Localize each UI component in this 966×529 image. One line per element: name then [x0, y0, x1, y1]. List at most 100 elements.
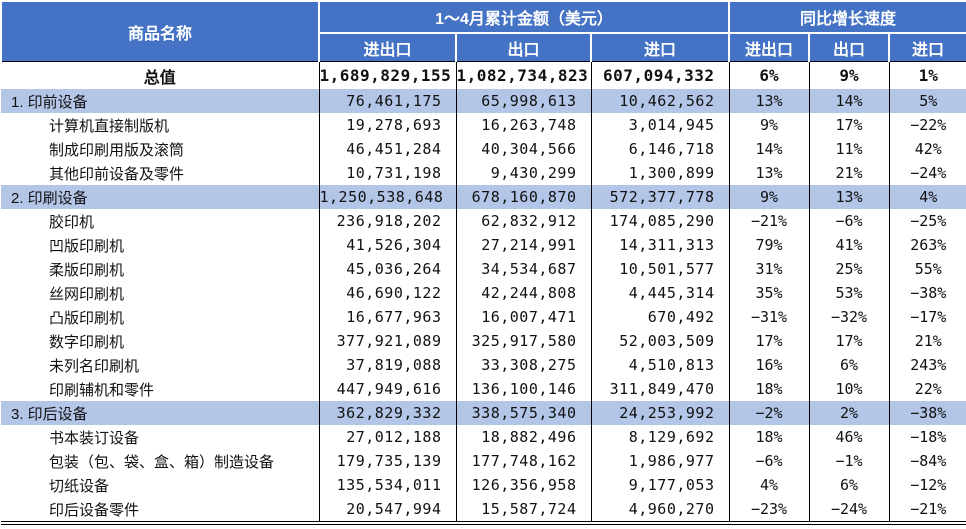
- table-row: 凹版印刷机 41,526,304 27,214,991 14,311,313 79% 41…: [1, 233, 966, 257]
- product-name-cell: 凸版印刷机: [1, 305, 320, 329]
- growth-cell: −21%: [729, 209, 810, 233]
- growth-cell: −38%: [910, 284, 947, 302]
- amount-cell: 236,918,202: [319, 209, 457, 233]
- col-header-amount-total-trade: 进出口: [318, 32, 457, 62]
- growth-cell: −6%: [809, 209, 890, 233]
- product-name-cell: 数字印刷机: [1, 329, 320, 353]
- amount-cell: 8,129,692: [591, 425, 730, 449]
- growth-cell: 5%: [889, 89, 966, 113]
- col-group-cumulative-amount: 1～4月累计金额（美元）: [318, 0, 730, 34]
- growth-cell: 14%: [809, 89, 890, 113]
- growth-cell: 42%: [914, 140, 942, 158]
- amount-cell: 4,960,270: [591, 497, 730, 525]
- col-header-growth-export: 出口: [808, 32, 890, 62]
- growth-cell: −23%: [729, 497, 810, 525]
- table-row: 凸版印刷机 16,677,963 16,007,471 670,492 −31% −32%…: [1, 305, 966, 329]
- product-name-cell: 印刷辅机和零件: [1, 377, 320, 401]
- product-name-cell: 书本装订设备: [1, 425, 320, 449]
- growth-cell: 41%: [809, 233, 890, 257]
- amount-cell: 37,819,088: [319, 353, 457, 377]
- table-row: 数字印刷机 377,921,089 325,917,580 52,003,509 17%…: [1, 329, 966, 353]
- growth-cell: 9%: [729, 185, 810, 209]
- product-name-cell: 总值: [1, 61, 320, 89]
- amount-cell: 135,534,011: [319, 473, 457, 497]
- table-row: 其他印前设备及零件 10,731,198 9,430,299 1,300,899 13%…: [1, 161, 966, 185]
- product-name-cell: 切纸设备: [1, 473, 320, 497]
- table-row: 未列名印刷机 37,819,088 33,308,275 4,510,813 16% 6%…: [1, 353, 966, 377]
- table-row: 丝网印刷机 46,690,122 42,244,808 4,445,314 35% 53%…: [1, 281, 966, 305]
- amount-cell: 10,731,198: [319, 161, 457, 185]
- growth-cell: 79%: [729, 233, 810, 257]
- amount-cell: 174,085,290: [591, 209, 730, 233]
- growth-cell: 21%: [809, 161, 890, 185]
- table-row: 印刷辅机和零件 447,949,616 136,100,146 311,849,470…: [1, 377, 966, 401]
- growth-cell: 2%: [809, 401, 890, 425]
- growth-cell: −18%: [910, 428, 947, 446]
- amount-cell: 1,689,829,155: [319, 61, 457, 89]
- amount-cell: 24,253,992: [591, 401, 730, 425]
- amount-cell: 34,534,687: [456, 257, 592, 281]
- table-row: 制成印刷用版及滚筒 46,451,284 40,304,566 6,146,718 14…: [1, 137, 966, 161]
- amount-cell: 27,214,991: [456, 233, 592, 257]
- amount-cell: 311,849,470: [591, 377, 730, 401]
- product-name-cell: 制成印刷用版及滚筒: [1, 137, 320, 161]
- col-group-yoy-growth: 同比增长速度: [728, 0, 966, 34]
- growth-cell: 18%: [729, 377, 810, 401]
- product-name-cell: 凹版印刷机: [1, 233, 320, 257]
- growth-cell: 14%: [729, 137, 810, 161]
- amount-cell: 16,677,963: [319, 305, 457, 329]
- amount-cell: 62,832,912: [456, 209, 592, 233]
- header-sub-row: 进出口 出口 进口 进出口 出口 进口: [1, 32, 966, 62]
- growth-cell: 6%: [809, 353, 890, 377]
- amount-cell: 177,748,162: [456, 449, 592, 473]
- amount-cell: 1,300,899: [591, 161, 730, 185]
- amount-cell: 179,735,139: [319, 449, 457, 473]
- growth-cell: 17%: [729, 329, 810, 353]
- amount-cell: 10,501,577: [591, 257, 730, 281]
- growth-cell: −84%: [910, 452, 947, 470]
- growth-cell: 25%: [809, 257, 890, 281]
- amount-cell: 607,094,332: [591, 61, 730, 89]
- growth-cell: −25%: [910, 212, 947, 230]
- col-header-product-name: 商品名称: [0, 0, 320, 62]
- growth-cell: 17%: [809, 113, 890, 137]
- amount-cell: 65,998,613: [456, 89, 592, 113]
- amount-cell: 377,921,089: [319, 329, 457, 353]
- table-row: 书本装订设备 27,012,188 18,882,496 8,129,692 18% 46…: [1, 425, 966, 449]
- growth-cell: −38%: [889, 401, 966, 425]
- growth-cell: 9%: [809, 61, 890, 89]
- amount-cell: 362,829,332: [319, 401, 457, 425]
- growth-cell: −1%: [809, 449, 890, 473]
- amount-cell: 678,160,870: [456, 185, 592, 209]
- growth-cell: 46%: [809, 425, 890, 449]
- growth-cell: 9%: [729, 113, 810, 137]
- amount-cell: 41,526,304: [319, 233, 457, 257]
- table-header: 商品名称 1～4月累计金额（美元） 同比增长速度 进出口 出口 进口 进出口 出…: [0, 0, 966, 62]
- amount-cell: 1,986,977: [591, 449, 730, 473]
- amount-cell: 447,949,616: [319, 377, 457, 401]
- amount-cell: 16,007,471: [456, 305, 592, 329]
- growth-cell: −6%: [729, 449, 810, 473]
- growth-cell: −12%: [910, 476, 947, 494]
- amount-cell: 14,311,313: [591, 233, 730, 257]
- table-row: 3. 印后设备 362,829,332 338,575,340 24,253,992−…: [1, 401, 966, 425]
- table-row: 计算机直接制版机 19,278,693 16,263,748 3,014,945 9% 1…: [1, 113, 966, 137]
- amount-cell: 9,430,299: [456, 161, 592, 185]
- product-name-cell: 包装（包、袋、盒、箱）制造设备: [1, 449, 320, 473]
- growth-cell: −22%: [910, 116, 947, 134]
- growth-cell: 17%: [809, 329, 890, 353]
- product-name-cell: 未列名印刷机: [1, 353, 320, 377]
- table-body: 总值 1,689,829,155 1,082,734,823 607,094,332 6…: [1, 61, 966, 525]
- amount-cell: 136,100,146: [456, 377, 592, 401]
- product-name-cell: 印后设备零件: [1, 497, 320, 525]
- growth-cell: 16%: [729, 353, 810, 377]
- amount-cell: 6,146,718: [591, 137, 730, 161]
- growth-cell: 21%: [914, 332, 942, 350]
- amount-cell: 18,882,496: [456, 425, 592, 449]
- amount-cell: 33,308,275: [456, 353, 592, 377]
- product-name-cell: 1. 印前设备: [1, 89, 320, 113]
- col-header-growth-import: 进口: [888, 32, 966, 62]
- growth-cell: 243%: [910, 356, 947, 374]
- growth-cell: 10%: [809, 377, 890, 401]
- amount-cell: 670,492: [591, 305, 730, 329]
